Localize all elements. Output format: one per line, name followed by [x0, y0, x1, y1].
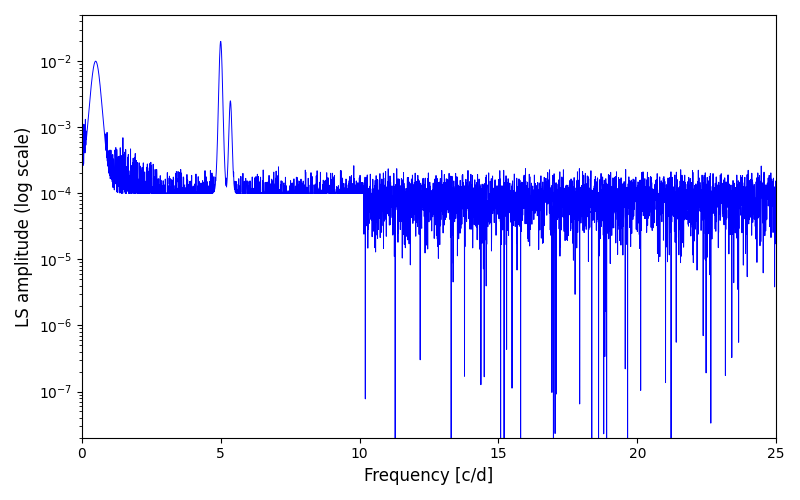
Y-axis label: LS amplitude (log scale): LS amplitude (log scale)	[15, 126, 33, 326]
X-axis label: Frequency [c/d]: Frequency [c/d]	[364, 467, 494, 485]
